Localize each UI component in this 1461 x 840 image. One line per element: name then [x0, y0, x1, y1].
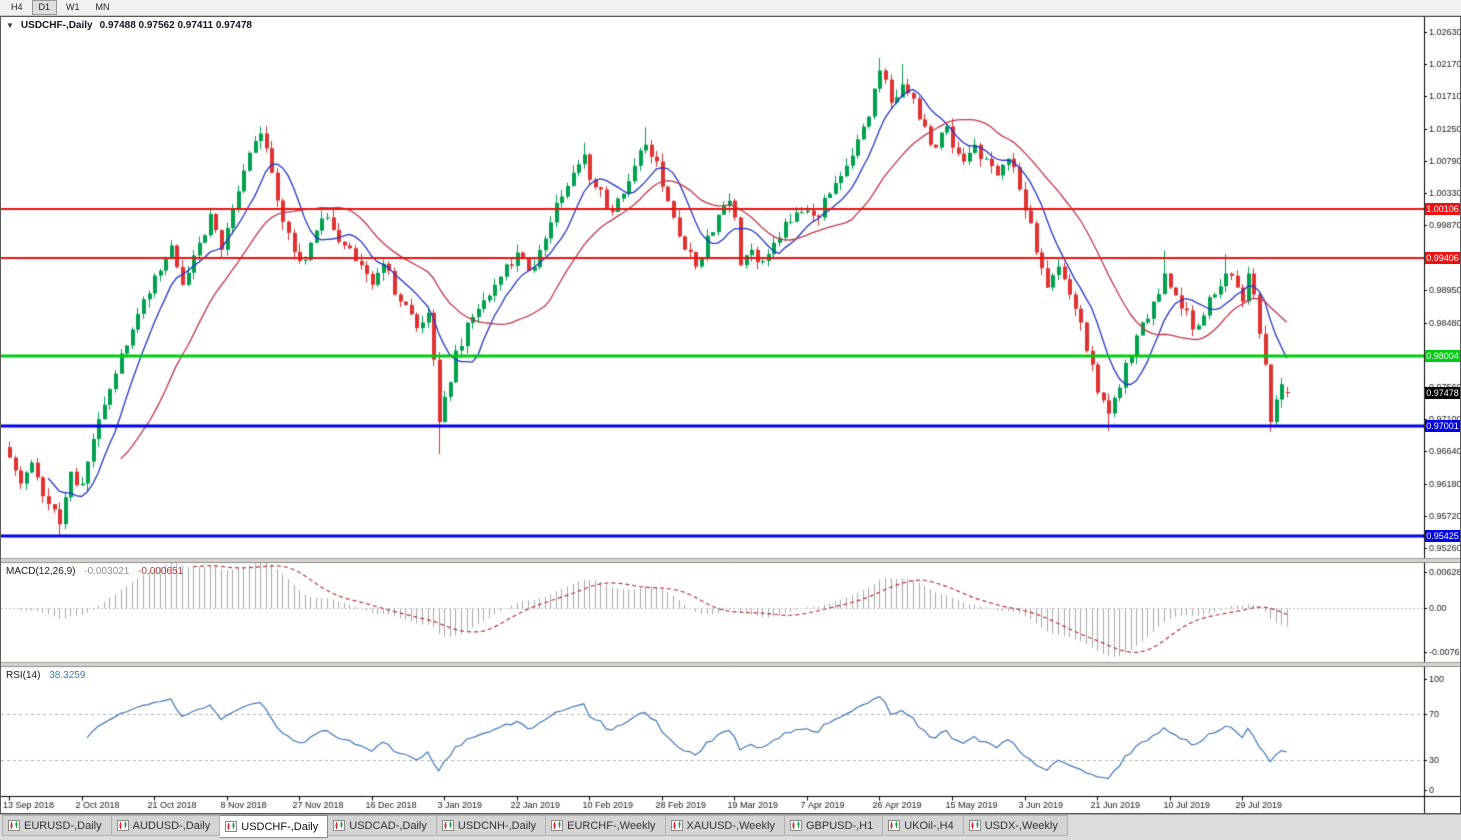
- macd-signal-value: -0.000651: [138, 566, 184, 577]
- price-level-label-1.00106[interactable]: 1.00106: [1425, 203, 1460, 215]
- chart-window: ▼ USDCHF-,Daily 0.97488 0.97562 0.97411 …: [0, 16, 1461, 814]
- tab-usdchf-daily[interactable]: USDCHF-,Daily: [220, 815, 329, 838]
- tab-label: UKOil-,H4: [904, 819, 954, 832]
- tab-chart-icon: [551, 820, 564, 831]
- rsi-indicator-label: RSI(14) 38.3259: [6, 670, 91, 681]
- tab-gbpusd-h1[interactable]: GBPUSD-,H1: [784, 815, 884, 836]
- timeframe-button-d1[interactable]: D1: [31, 0, 58, 15]
- current-price-label: 0.97478: [1425, 387, 1460, 399]
- tab-ukoil-h4[interactable]: UKOil-,H4: [883, 815, 964, 836]
- tab-label: USDCNH-,Daily: [457, 819, 537, 832]
- tab-chart-icon: [888, 820, 901, 831]
- tab-chart-icon: [670, 820, 683, 831]
- tab-label: GBPUSD-,H1: [805, 819, 874, 832]
- timeframe-button-mn[interactable]: MN: [95, 2, 110, 12]
- tab-label: USDCAD-,Daily: [349, 819, 427, 832]
- price-level-label-0.98004[interactable]: 0.98004: [1425, 350, 1460, 362]
- timeframe-button-w1[interactable]: W1: [66, 2, 80, 12]
- tab-label: XAUUSD-,Weekly: [686, 819, 775, 832]
- tab-chart-icon: [333, 820, 346, 831]
- price-level-label-0.95425[interactable]: 0.95425: [1425, 530, 1460, 542]
- tab-audusd-daily[interactable]: AUDUSD-,Daily: [111, 815, 221, 836]
- bottom-tabbar: EURUSD-,Daily AUDUSD-,Daily USDCHF-,Daily U…: [0, 814, 1461, 840]
- timeframe-toolbar: H4 D1 W1 MN: [0, 0, 1461, 16]
- tab-chart-icon: [968, 820, 981, 831]
- tab-usdcad-daily[interactable]: USDCAD-,Daily: [328, 815, 437, 836]
- macd-indicator-label: MACD(12,26,9) -0.003021 -0.000651: [6, 566, 189, 577]
- tab-label: AUDUSD-,Daily: [132, 819, 211, 832]
- chart-symbol-title: USDCHF-,Daily: [20, 20, 93, 31]
- tab-chart-icon: [441, 820, 454, 831]
- price-level-label-0.97001[interactable]: 0.97001: [1425, 420, 1460, 432]
- chart-dropdown-icon[interactable]: ▼: [6, 21, 14, 30]
- tab-label: USDCHF-,Daily: [241, 820, 319, 833]
- tab-usdcnh-daily[interactable]: USDCNH-,Daily: [436, 815, 547, 836]
- macd-main-value: -0.003021: [84, 566, 130, 577]
- tab-eurusd-daily[interactable]: EURUSD-,Daily: [2, 815, 112, 836]
- tab-usdx-weekly[interactable]: USDX-,Weekly: [963, 815, 1068, 836]
- rsi-value: 38.3259: [49, 670, 86, 681]
- chart-header: ▼ USDCHF-,Daily 0.97488 0.97562 0.97411 …: [6, 20, 252, 31]
- tab-label: USDX-,Weekly: [984, 819, 1058, 832]
- tab-chart-icon: [8, 820, 20, 831]
- tab-chart-icon: [225, 821, 238, 832]
- tab-chart-icon: [789, 820, 802, 831]
- rsi-name: RSI(14): [6, 670, 41, 681]
- tab-chart-icon: [116, 820, 129, 831]
- tab-label: EURCHF-,Weekly: [567, 819, 656, 832]
- macd-name: MACD(12,26,9): [6, 566, 76, 577]
- chart-ohlc-values: 0.97488 0.97562 0.97411 0.97478: [99, 20, 252, 31]
- tab-label: EURUSD-,Daily: [24, 819, 102, 832]
- timeframe-button-h4[interactable]: H4: [11, 2, 23, 12]
- price-chart-canvas[interactable]: [1, 17, 1460, 813]
- tab-eurchf-weekly[interactable]: EURCHF-,Weekly: [546, 815, 666, 836]
- tab-xauusd-weekly[interactable]: XAUUSD-,Weekly: [665, 815, 785, 836]
- price-level-label-0.99406[interactable]: 0.99406: [1425, 252, 1460, 264]
